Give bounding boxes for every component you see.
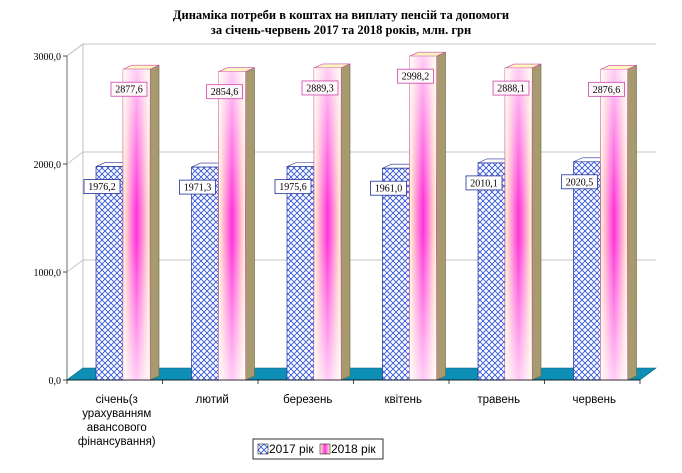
- x-tick-label-1: лютий: [196, 394, 229, 406]
- data-label-2018-0-box: [110, 81, 148, 97]
- bar-2018-4-side: [531, 63, 542, 381]
- data-label-2017-4: 2010,1: [470, 178, 498, 189]
- side-wall: [66, 43, 84, 381]
- y-tick-label: 1000,0: [34, 268, 62, 279]
- x-tick-label-3: квітень: [384, 394, 422, 406]
- data-label-2017-5: 2020,5: [566, 177, 594, 188]
- data-label-2017-5-box: [561, 174, 598, 190]
- gridlines: [66, 43, 656, 273]
- data-label-2018-1-box: [206, 84, 243, 100]
- bar-2018-2: [313, 63, 351, 381]
- bar-2018-3-front-shade: [409, 56, 437, 381]
- data-label-2017-4-box: [465, 175, 503, 191]
- gridline-slant: [66, 259, 84, 273]
- data-label-2017-2: 1975,6: [279, 182, 307, 193]
- bar-2017-3-front: [382, 167, 410, 381]
- x-tick-label-0: фінансування): [78, 436, 156, 448]
- legend-swatch-2017: [257, 443, 269, 455]
- data-labels: 1976,2 2877,6 1971,3 2854,6 1975,6 2889,3 1961…: [83, 68, 625, 196]
- chart-title-line1: Динаміка потреби в коштах на виплату пен…: [173, 8, 509, 22]
- bar-2018-2-side: [340, 63, 351, 381]
- data-label-2018-0: 2877,6: [115, 85, 143, 96]
- y-tick-label: 0,0: [49, 376, 62, 387]
- data-label-2017-1-box: [179, 179, 216, 195]
- bar-2017-0-front: [95, 166, 124, 381]
- bars: [95, 51, 637, 381]
- data-label-2018-3: 2998,2: [402, 72, 430, 83]
- chart-title-line2: за січень-червень 2017 та 2018 років, мл…: [211, 23, 471, 37]
- bar-2018-4-front-shade: [505, 68, 532, 380]
- gridline-slant: [66, 151, 84, 165]
- y-tick-label: 2000,0: [34, 160, 62, 171]
- bar-2018-0-side: [149, 64, 160, 381]
- legend: 2017 рік 2018 рік: [252, 438, 384, 460]
- bar-2018-4: [504, 63, 542, 381]
- y-tick-label: 3000,0: [34, 52, 62, 63]
- bar-2018-2-front-shade: [314, 67, 341, 380]
- x-tick-label-0: авансового: [87, 422, 147, 434]
- bar-2018-1: [218, 67, 255, 381]
- bar-2017-5-front: [573, 161, 601, 381]
- data-label-2018-5: 2876,6: [593, 85, 621, 96]
- data-label-2017-0-box: [83, 179, 121, 194]
- bar-2018-1-front-shade: [218, 71, 246, 381]
- bar-2018-3: [409, 51, 446, 381]
- bar-2018-5-front-shade: [600, 69, 628, 380]
- data-label-2018-2-box: [301, 80, 339, 96]
- legend-box: [252, 438, 384, 460]
- x-tick-label-0: урахуванням: [82, 408, 151, 420]
- bar-2018-1-side: [245, 67, 255, 381]
- x-tick-label-2: березень: [283, 394, 332, 406]
- data-label-2017-0: 1976,2: [88, 182, 116, 193]
- bar-2017-1-front: [191, 166, 219, 381]
- legend-label-2017: 2017 рік: [269, 442, 314, 456]
- bar-2018-3-side: [436, 51, 446, 381]
- x-tick-label-5: червень: [572, 394, 616, 406]
- data-label-2018-3-box: [397, 68, 434, 84]
- bar-2018-0: [122, 64, 160, 381]
- data-label-2018-1: 2854,6: [211, 87, 239, 98]
- data-label-2018-5-box: [588, 81, 625, 97]
- plot-walls: [66, 43, 84, 381]
- x-axis: січень(з урахуванням авансового фінансуванн…: [66, 379, 641, 448]
- y-axis: 0,0 1000,0 2000,0 3000,0: [34, 52, 67, 387]
- data-label-2018-4: 2888,1: [497, 84, 525, 95]
- bar-2018-5-side: [627, 64, 637, 381]
- data-label-2018-2: 2889,3: [306, 83, 334, 94]
- x-tick-label-4: травень: [477, 394, 520, 406]
- bar-2017-2-front: [286, 166, 315, 381]
- gridline-slant: [66, 43, 84, 57]
- bar-2017-4-front: [477, 162, 506, 381]
- legend-swatch-2018: [319, 443, 331, 455]
- data-label-2017-3-box: [370, 180, 407, 196]
- legend-label-2018: 2018 рік: [331, 442, 376, 456]
- x-tick-label-0: січень(з: [96, 394, 138, 406]
- bar-2018-0-front-shade: [123, 69, 150, 380]
- data-label-2017-1: 1971,3: [184, 183, 212, 194]
- data-label-2018-4-box: [492, 80, 530, 96]
- bar-2018-5: [600, 64, 637, 381]
- data-label-2017-3: 1961,0: [375, 184, 403, 195]
- data-label-2017-2-box: [274, 179, 312, 195]
